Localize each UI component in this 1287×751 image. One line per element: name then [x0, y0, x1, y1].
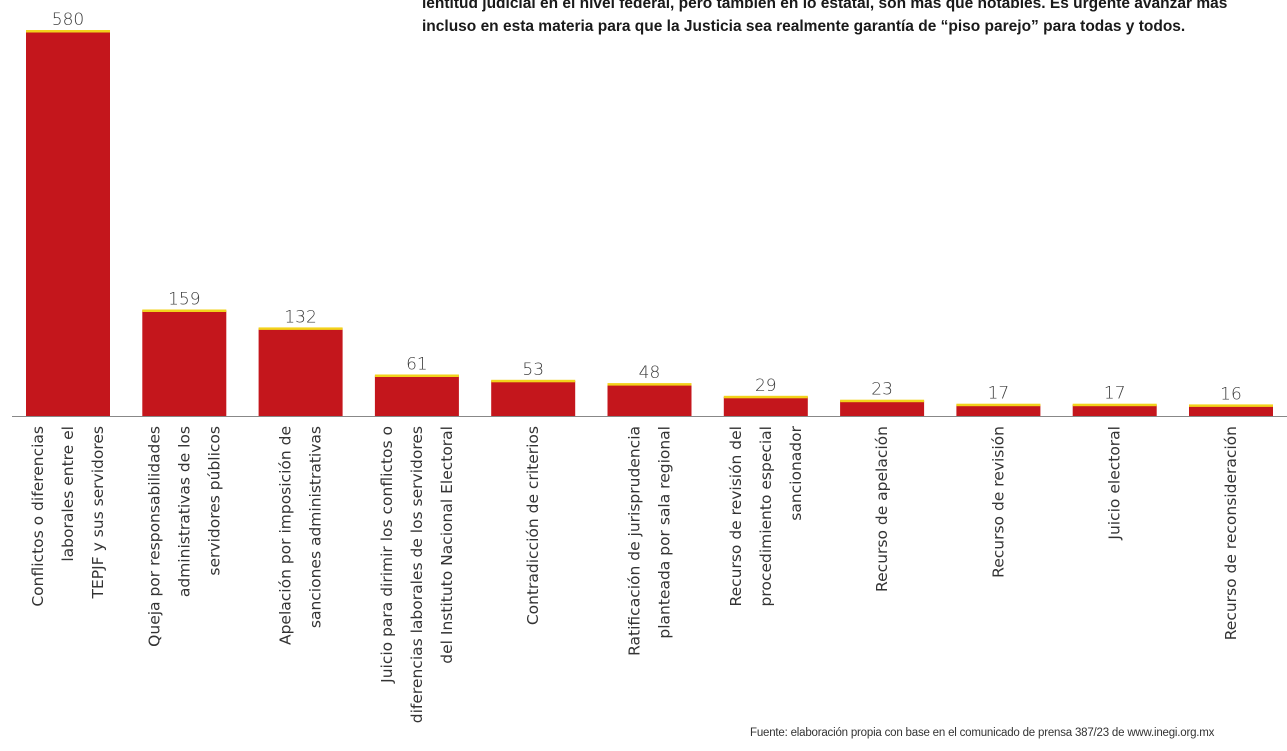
category-label-4-line-2: diferencias laborales de los servidores	[408, 426, 426, 723]
category-label-10: Juicio electoral	[1106, 426, 1124, 541]
bar-3	[258, 328, 343, 416]
value-label-5: 53	[522, 360, 544, 380]
bar-top-edge-7	[723, 395, 808, 399]
category-label-1: Conflictos o diferencias laborales entre …	[29, 426, 107, 607]
value-label-11: 16	[1220, 384, 1242, 404]
category-label-4-line-1: Juicio para dirimir los conflictos o	[378, 426, 396, 684]
category-label-1-line-1: Conflictos o diferencias	[29, 426, 47, 607]
category-label-2-line-3: servidores públicos	[205, 426, 223, 576]
bar-2	[142, 310, 227, 416]
category-label-6: Ratificación de jurisprudencia planteada …	[626, 426, 674, 656]
intro-line-1: lentitud judicial en el nivel federal, p…	[422, 0, 1228, 12]
value-label-1: 580	[52, 10, 84, 30]
value-label-8: 23	[871, 380, 893, 400]
category-label-3: Apelación por imposición de sanciones adm…	[277, 426, 325, 645]
category-label-3-line-1: Apelación por imposición de	[277, 426, 295, 645]
bar-top-edge-9	[956, 403, 1041, 407]
value-label-9: 17	[988, 384, 1010, 404]
bar-8	[840, 400, 925, 416]
category-label-5-line-1: Contradicción de criterios	[524, 426, 542, 625]
category-label-6-line-1: Ratificación de jurisprudencia	[626, 426, 644, 656]
category-label-5: Contradicción de criterios	[524, 426, 542, 625]
category-label-1-line-3: TEPJF y sus servidores	[89, 426, 107, 599]
category-label-11: Recurso de reconsideración	[1222, 426, 1240, 640]
value-label-7: 29	[755, 376, 777, 396]
category-label-9-line-1: Recurso de revisión	[989, 426, 1007, 578]
category-label-8-line-1: Recurso de apelación	[873, 426, 891, 592]
bar-9	[956, 404, 1041, 416]
bar-top-edge-5	[491, 379, 576, 383]
bar-5	[491, 380, 576, 416]
value-label-6: 48	[639, 363, 661, 383]
bar-4	[374, 375, 459, 416]
bar-top-edge-4	[374, 374, 459, 377]
category-label-11-line-1: Recurso de reconsideración	[1222, 426, 1240, 640]
category-label-3-line-2: sanciones administrativas	[307, 426, 325, 628]
intro-paragraph: lentitud judicial en el nivel federal, p…	[422, 0, 1282, 38]
category-label-7: Recurso de revisión del procedimiento esp…	[727, 425, 805, 606]
category-label-6-line-2: planteada por sala regional	[656, 426, 674, 639]
value-label-4: 61	[406, 355, 428, 375]
category-label-4-line-3: del Instituto Nacional Electoral	[438, 426, 456, 664]
value-label-2: 159	[168, 290, 200, 310]
intro-line-2: incluso en esta materia para que la Just…	[422, 18, 1186, 35]
bar-7	[723, 396, 808, 417]
category-label-7-line-3: sancionador	[787, 425, 805, 520]
category-label-9: Recurso de revisión	[989, 426, 1007, 578]
bar-top-edge-10	[1072, 403, 1157, 407]
category-label-10-line-1: Juicio electoral	[1106, 426, 1124, 541]
bar-top-edge-1	[26, 30, 110, 33]
category-label-4: Juicio para dirimir los conflictos o dife…	[378, 426, 456, 723]
value-label-10: 17	[1104, 384, 1126, 404]
source-note: Fuente: elaboración propia con base en e…	[750, 727, 1215, 739]
category-label-7-line-1: Recurso de revisión del	[727, 426, 745, 606]
bar-top-edge-6	[607, 383, 692, 386]
category-label-2: Queja por responsabilidades administrativ…	[145, 426, 223, 647]
bar-6	[607, 384, 692, 416]
bar-11	[1189, 405, 1273, 416]
bar-top-edge-8	[840, 399, 925, 403]
category-label-1-line-2: laborales entre el	[59, 426, 77, 562]
bar-top-edge-3	[258, 327, 343, 330]
bar-1	[26, 31, 110, 416]
category-label-2-line-2: administrativas de los	[175, 426, 193, 597]
category-label-2-line-1: Queja por responsabilidades	[145, 426, 163, 647]
bar-top-edge-2	[142, 309, 227, 312]
bar-top-edge-11	[1189, 404, 1273, 407]
category-label-7-line-2: procedimiento especial	[757, 426, 775, 606]
category-label-8: Recurso de apelación	[873, 426, 891, 592]
value-label-3: 132	[284, 307, 316, 327]
bar-10	[1072, 404, 1157, 416]
